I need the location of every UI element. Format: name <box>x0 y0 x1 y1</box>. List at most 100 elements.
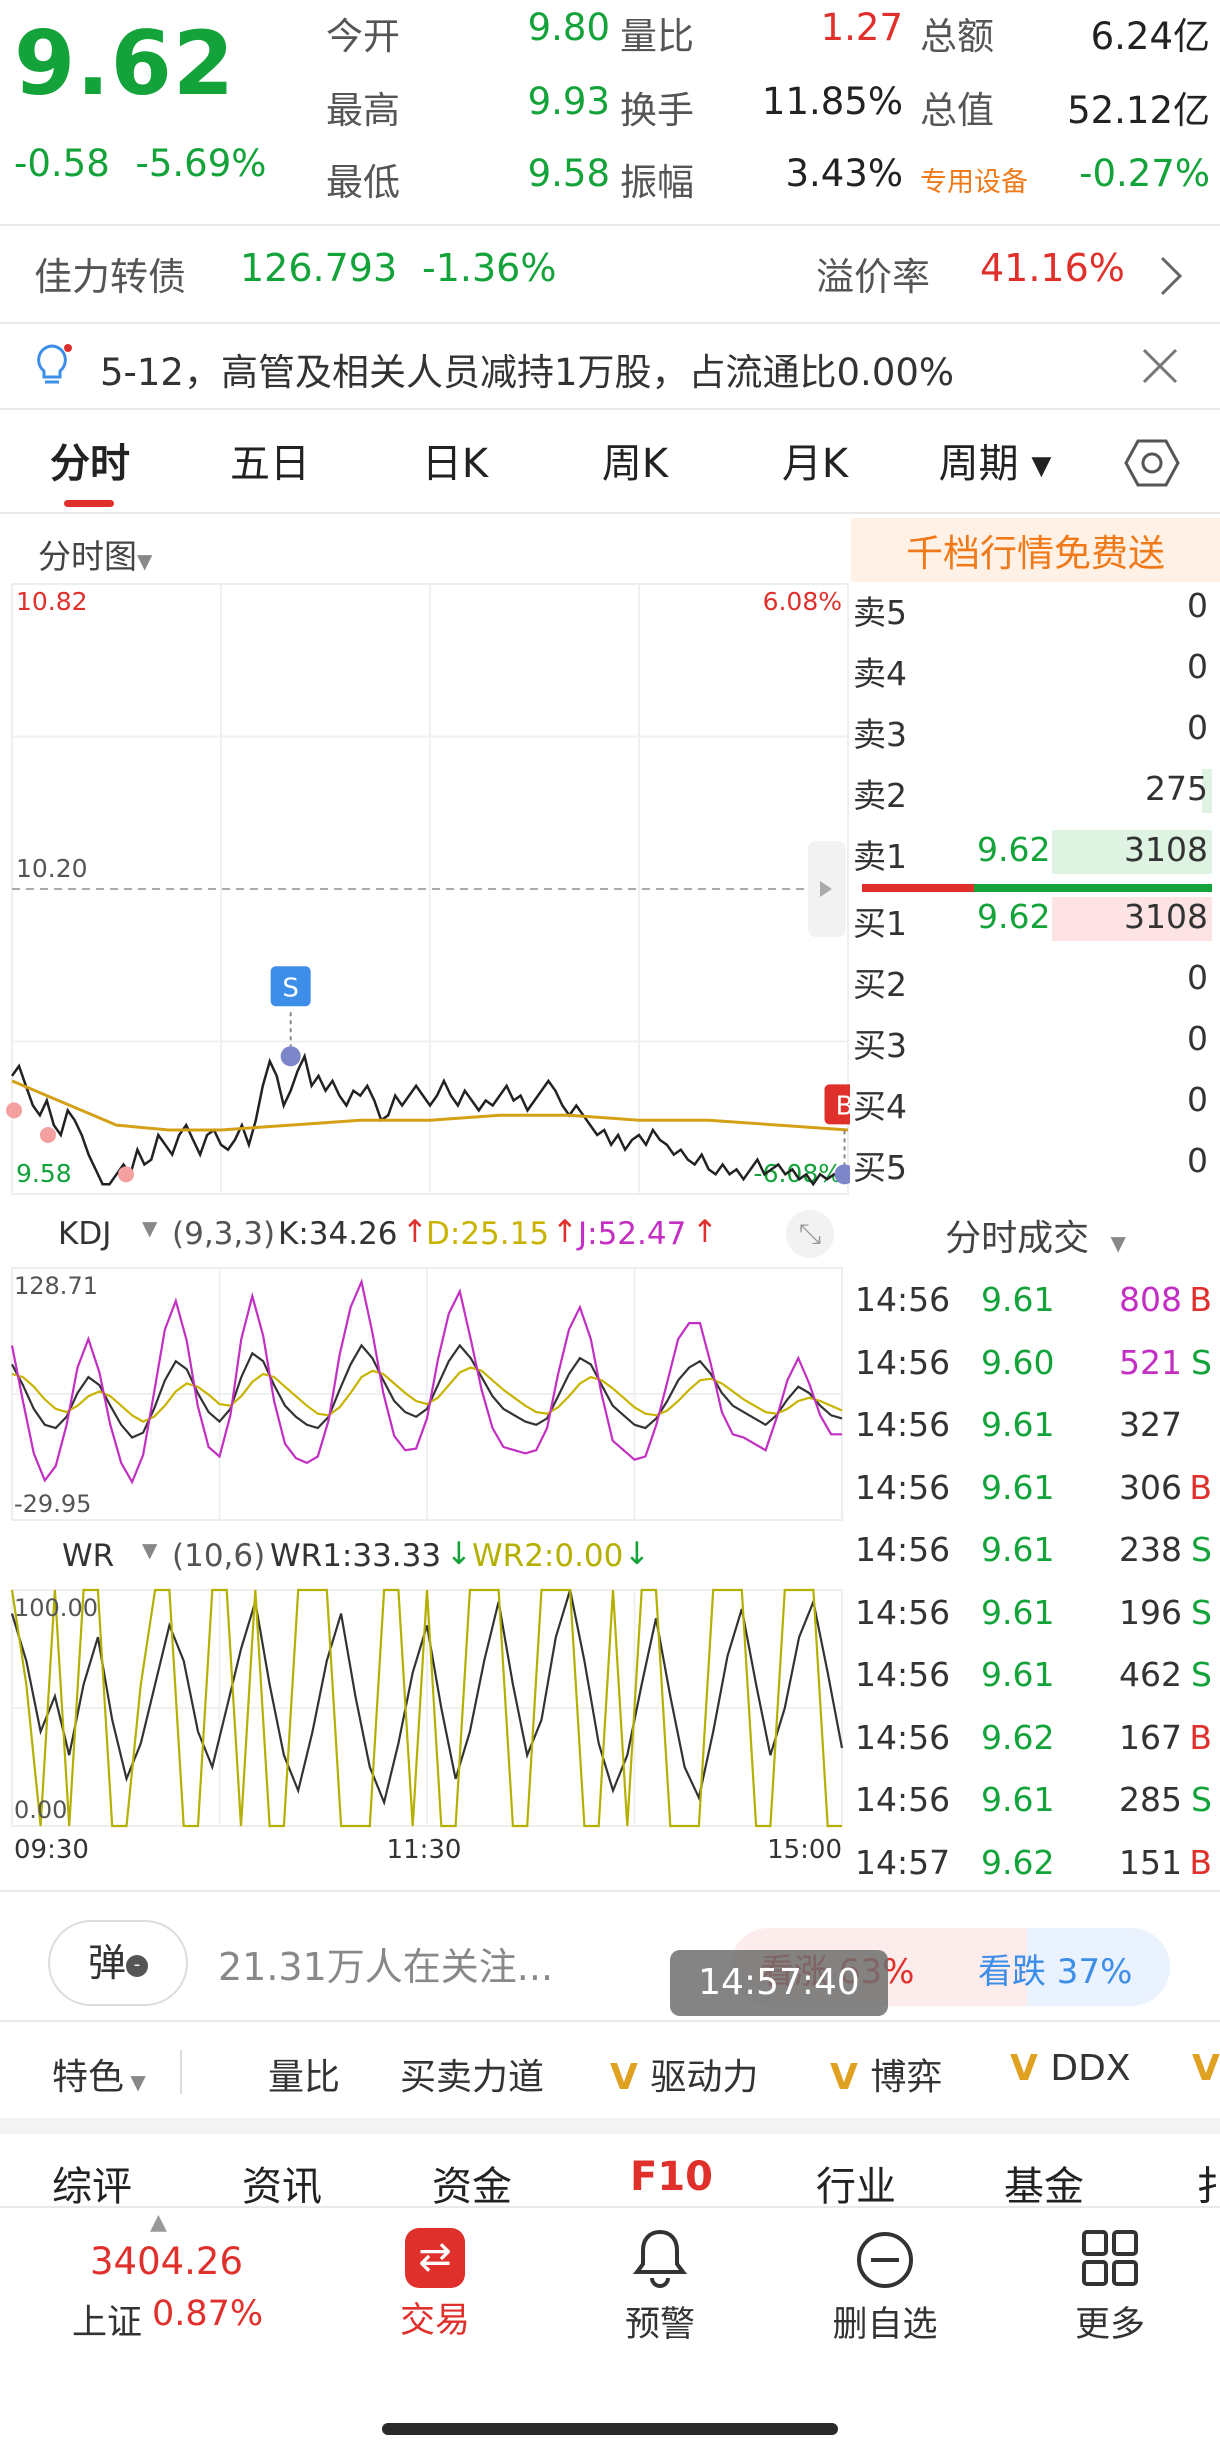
intraday-chart[interactable]: 10.82 10.20 9.58 6.08% -6.08% S B <box>0 578 850 1208</box>
tab-period[interactable]: 周期 ▼ <box>925 431 1065 489</box>
bond-price: 126.793 <box>240 246 398 290</box>
trade-side: B <box>1189 1467 1212 1507</box>
indicator-max-label: 128.71 <box>14 1272 98 1300</box>
bid-row[interactable]: 买3 0 <box>851 1011 1220 1071</box>
close-icon[interactable] <box>1138 344 1182 388</box>
ask-row[interactable]: 卖3 0 <box>851 700 1220 760</box>
trade-row[interactable]: 14:56 9.62 167 B <box>851 1710 1220 1772</box>
quote-label: 今开 <box>326 15 400 58</box>
bid-row[interactable]: 买4 0 <box>851 1072 1220 1132</box>
tab-five-day[interactable]: 五日 <box>230 441 310 487</box>
trade-row[interactable]: 14:57 9.62 151 B <box>851 1835 1220 1897</box>
trade-volume: 327 <box>1119 1405 1182 1444</box>
level-label: 买1 <box>853 904 907 943</box>
feature-item-2[interactable]: 买卖力道 <box>400 2048 544 2100</box>
level-volume: 0 <box>1187 708 1208 747</box>
trade-row[interactable]: 14:56 9.61 238 S <box>851 1522 1220 1584</box>
volume-bar <box>1202 769 1212 813</box>
trade-price: 9.61 <box>981 1530 1055 1569</box>
vip-icon: V <box>830 2057 871 2098</box>
level-volume: 0 <box>1187 1141 1208 1180</box>
bid-row[interactable]: 买2 0 <box>851 950 1220 1010</box>
x-tick-label: 09:30 <box>14 1835 89 1865</box>
ask-row[interactable]: 卖1 9.62 3108 <box>851 822 1220 882</box>
tab-month-k[interactable]: 月K <box>781 441 849 487</box>
trade-row[interactable]: 14:56 9.61 306 B <box>851 1460 1220 1522</box>
premium-value: 41.16% <box>980 246 1125 290</box>
nav-trade-label: 交易 <box>399 2301 470 2341</box>
feature-label: 量比 <box>268 2057 341 2098</box>
kdj-chart[interactable]: 128.71 -29.95 <box>0 1264 850 1526</box>
level2-promo-banner[interactable]: 千档行情免费送 <box>851 518 1220 582</box>
trade-volume: 462 <box>1119 1655 1182 1694</box>
signal-marker[interactable] <box>824 1084 850 1125</box>
bid-row[interactable]: 买1 9.62 3108 <box>851 889 1220 949</box>
trade-row[interactable]: 14:56 9.60 521 S <box>851 1335 1220 1397</box>
feature-item-4[interactable]: V 博弈 <box>830 2048 942 2100</box>
nav-trade[interactable]: ⇄ 交易 <box>360 2222 510 2362</box>
caret-down-icon: ▼ <box>1110 1231 1126 1255</box>
trade-row[interactable]: 14:56 9.61 808 B <box>851 1272 1220 1334</box>
ask-row[interactable]: 卖4 0 <box>851 639 1220 699</box>
index-name: 上证 <box>72 2303 143 2343</box>
section-tab-3[interactable]: F10 <box>630 2154 713 2200</box>
nav-remove-watchlist[interactable]: 删自选 <box>810 2222 960 2362</box>
section-tab-6[interactable]: 扌 <box>1196 2164 1220 2210</box>
section-tab-5[interactable]: 基金 <box>1004 2164 1084 2210</box>
section-tab-0[interactable]: 综评 <box>52 2164 132 2210</box>
ask-row[interactable]: 卖5 0 <box>851 578 1220 638</box>
feature-item-0[interactable]: 特色 ▼ <box>52 2048 146 2100</box>
trade-side: S <box>1191 1780 1212 1819</box>
nav-alert[interactable]: 预警 <box>585 2222 735 2362</box>
trade-row[interactable]: 14:56 9.61 327 <box>851 1397 1220 1459</box>
trade-time: 14:56 <box>855 1592 951 1632</box>
settings-hexagon-icon[interactable] <box>1124 438 1180 488</box>
feature-item-1[interactable]: 量比 <box>268 2048 340 2100</box>
trade-volume: 238 <box>1119 1530 1182 1569</box>
quote-label: 最低 <box>326 161 400 204</box>
section-tab-1[interactable]: 资讯 <box>242 2164 322 2210</box>
tab-day-k[interactable]: 日K <box>421 441 489 487</box>
down-arrow-icon: ↓ <box>446 1536 472 1572</box>
grid-icon <box>1082 2230 1138 2286</box>
trade-time: 14:56 <box>855 1717 951 1757</box>
bear-button[interactable]: 看跌 37% <box>978 1952 1133 1992</box>
trade-time: 14:57 <box>855 1842 951 1882</box>
feature-item-3[interactable]: V 驱动力 <box>610 2048 758 2100</box>
minus-circle-icon: - <box>126 1954 148 1977</box>
expand-icon[interactable]: ⤡ <box>786 1210 834 1258</box>
trade-point <box>280 1046 301 1067</box>
quote-value: 9.80 <box>527 6 610 49</box>
followers-count[interactable]: 21.31万人在关注... <box>218 1945 554 1989</box>
wr-chart[interactable]: 100.00 0.00 09:30 11:30 15:00 <box>0 1586 850 1866</box>
kdj-header[interactable]: KDJ ▼ (9,3,3) K:34.26 ↑ D:25.15 ↑ J:52.4… <box>0 1208 850 1266</box>
section-tab-2[interactable]: 资金 <box>432 2164 512 2210</box>
nav-more[interactable]: 更多 <box>1035 2222 1185 2362</box>
ask-row[interactable]: 卖2 275 <box>851 761 1220 821</box>
trades-title[interactable]: 分时成交 ▼ <box>851 1206 1220 1272</box>
indicator-max-label: 100.00 <box>14 1594 98 1622</box>
chart-type-selector[interactable]: 分时图▼ <box>38 530 152 578</box>
home-indicator[interactable] <box>382 2423 838 2435</box>
tab-intraday[interactable]: 分时 <box>50 441 130 487</box>
danmu-toggle-button[interactable]: 弹- <box>48 1920 188 2006</box>
level-volume: 3108 <box>1124 897 1208 936</box>
signal-marker[interactable] <box>270 966 311 1007</box>
feature-item-5[interactable]: V DDX <box>1010 2048 1131 2089</box>
convertible-bond-row[interactable]: 佳力转债 126.793 -1.36% 溢价率 41.16% <box>0 226 1220 322</box>
chart-header: 分时图▼ <box>0 516 850 580</box>
index-value[interactable]: 3404.26 <box>90 2240 244 2283</box>
trade-point <box>834 1164 850 1185</box>
bid-row[interactable]: 买5 0 <box>851 1133 1220 1193</box>
caret-up-icon[interactable]: ▲ <box>150 2210 167 2235</box>
tab-week-k[interactable]: 周K <box>601 441 669 487</box>
notice-bar[interactable]: 5-12，高管及相关人员减持1万股，占流通比0.00% <box>0 324 1220 408</box>
section-tab-4[interactable]: 行业 <box>816 2164 896 2210</box>
trade-row[interactable]: 14:56 9.61 462 S <box>851 1647 1220 1709</box>
trade-volume: 306 <box>1119 1467 1182 1507</box>
trade-row[interactable]: 14:56 9.61 285 S <box>851 1772 1220 1834</box>
trade-row[interactable]: 14:56 9.61 196 S <box>851 1585 1220 1647</box>
bid-ask-ratio-bar <box>862 884 1212 892</box>
wr-header[interactable]: WR ▼ (10,6) WR1:33.33 ↓ WR2:0.00 ↓ <box>0 1530 850 1588</box>
trade-price: 9.61 <box>981 1780 1055 1819</box>
